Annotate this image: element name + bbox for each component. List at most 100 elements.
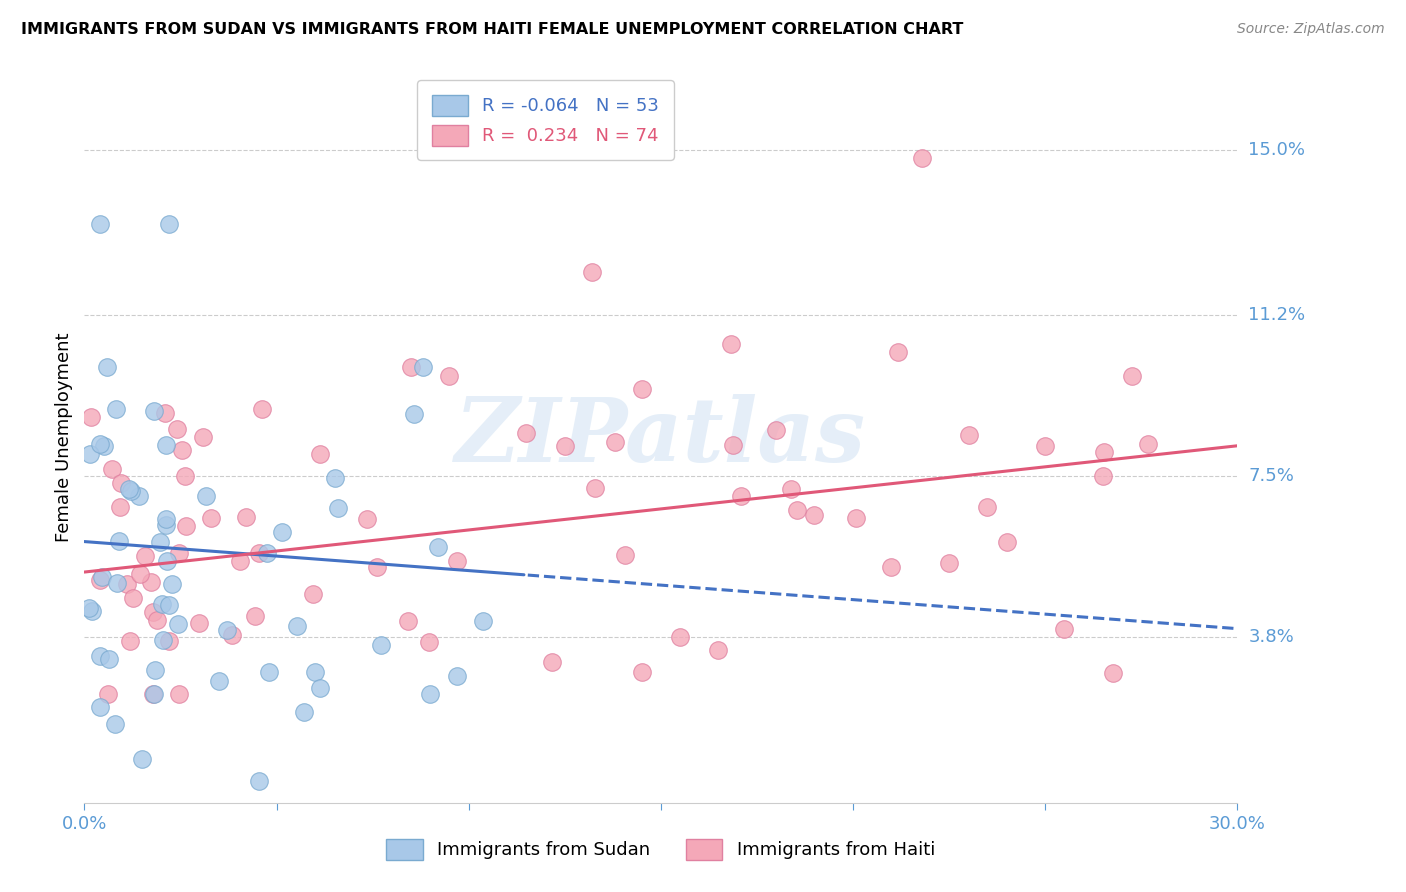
Point bbox=[304, 665, 326, 680]
Text: 7.5%: 7.5% bbox=[1249, 467, 1295, 485]
Point bbox=[108, 500, 131, 514]
Point bbox=[779, 482, 801, 496]
Point bbox=[145, 613, 167, 627]
Point bbox=[707, 643, 730, 657]
Point bbox=[89, 217, 111, 231]
Point bbox=[446, 554, 468, 568]
Point bbox=[157, 633, 180, 648]
Point bbox=[96, 360, 118, 375]
Point bbox=[128, 489, 150, 503]
Point bbox=[215, 623, 238, 637]
Point bbox=[1102, 665, 1125, 680]
Point bbox=[160, 577, 183, 591]
Point bbox=[720, 337, 742, 351]
Point bbox=[721, 438, 744, 452]
Point bbox=[149, 534, 172, 549]
Text: 11.2%: 11.2% bbox=[1249, 306, 1306, 324]
Point bbox=[200, 510, 222, 524]
Point bbox=[402, 407, 425, 421]
Point bbox=[97, 651, 120, 665]
Point bbox=[155, 518, 177, 533]
Point bbox=[302, 587, 325, 601]
Point bbox=[142, 404, 165, 418]
Point bbox=[583, 482, 606, 496]
Point bbox=[110, 476, 132, 491]
Point bbox=[845, 511, 868, 525]
Point bbox=[786, 503, 808, 517]
Point bbox=[803, 508, 825, 522]
Point bbox=[105, 576, 128, 591]
Point bbox=[142, 687, 165, 701]
Point bbox=[97, 687, 120, 701]
Point bbox=[191, 430, 214, 444]
Text: IMMIGRANTS FROM SUDAN VS IMMIGRANTS FROM HAITI FEMALE UNEMPLOYMENT CORRELATION C: IMMIGRANTS FROM SUDAN VS IMMIGRANTS FROM… bbox=[21, 22, 963, 37]
Point bbox=[446, 668, 468, 682]
Point bbox=[89, 573, 111, 587]
Point bbox=[399, 360, 422, 375]
Point bbox=[89, 648, 111, 663]
Point bbox=[630, 665, 652, 680]
Point bbox=[995, 534, 1018, 549]
Point bbox=[118, 482, 141, 496]
Text: ZIPatlas: ZIPatlas bbox=[456, 394, 866, 480]
Y-axis label: Female Unemployment: Female Unemployment bbox=[55, 333, 73, 541]
Point bbox=[80, 410, 103, 425]
Point bbox=[142, 605, 165, 619]
Point bbox=[82, 604, 104, 618]
Point bbox=[120, 484, 142, 499]
Point bbox=[581, 265, 603, 279]
Point bbox=[115, 577, 138, 591]
Point bbox=[292, 705, 315, 719]
Point bbox=[152, 633, 174, 648]
Point bbox=[257, 665, 280, 680]
Point bbox=[89, 700, 111, 714]
Point bbox=[439, 369, 461, 384]
Point bbox=[104, 717, 127, 731]
Point bbox=[1091, 469, 1114, 483]
Point bbox=[77, 600, 100, 615]
Point bbox=[79, 448, 101, 462]
Point bbox=[91, 570, 114, 584]
Point bbox=[129, 566, 152, 581]
Point bbox=[976, 500, 998, 514]
Point bbox=[100, 461, 122, 475]
Point bbox=[195, 489, 218, 503]
Point bbox=[938, 557, 960, 571]
Point bbox=[370, 638, 392, 652]
Point bbox=[174, 519, 197, 533]
Point bbox=[173, 469, 195, 483]
Point bbox=[309, 447, 332, 461]
Point bbox=[134, 549, 156, 564]
Point bbox=[730, 489, 752, 503]
Point bbox=[887, 345, 910, 359]
Point bbox=[187, 615, 209, 630]
Point bbox=[419, 687, 441, 701]
Point bbox=[166, 421, 188, 435]
Point bbox=[270, 524, 292, 539]
Point bbox=[1033, 439, 1056, 453]
Text: 15.0%: 15.0% bbox=[1249, 141, 1305, 159]
Point bbox=[208, 673, 231, 688]
Point bbox=[247, 774, 270, 789]
Point bbox=[167, 687, 190, 701]
Point bbox=[89, 437, 111, 451]
Point bbox=[1092, 444, 1115, 458]
Point bbox=[323, 470, 346, 484]
Point bbox=[131, 752, 153, 766]
Point bbox=[104, 402, 127, 417]
Point bbox=[412, 360, 434, 375]
Point bbox=[118, 633, 141, 648]
Point bbox=[603, 434, 626, 449]
Point bbox=[142, 687, 165, 701]
Point bbox=[765, 423, 787, 437]
Point bbox=[880, 560, 903, 574]
Point bbox=[247, 546, 270, 560]
Point bbox=[366, 559, 388, 574]
Point bbox=[1137, 436, 1160, 450]
Point bbox=[153, 406, 176, 420]
Point bbox=[256, 546, 278, 560]
Point bbox=[221, 628, 243, 642]
Point bbox=[235, 510, 257, 524]
Point bbox=[108, 534, 131, 549]
Point bbox=[326, 501, 349, 516]
